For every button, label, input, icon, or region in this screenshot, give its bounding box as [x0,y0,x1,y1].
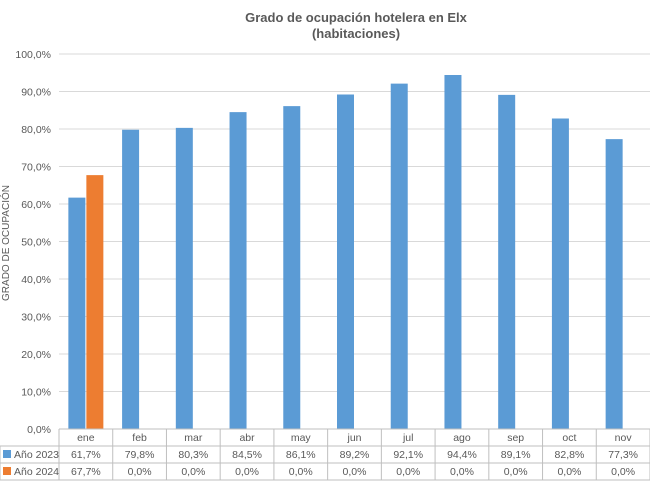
bar-ao-2023-abr [229,112,247,429]
y-tick-label: 70,0% [21,162,51,174]
data-label: 61,7% [71,449,101,461]
y-axis-ticks: 0,0% 10,0% 20,0% 30,0% 40,0% 50,0% 60,0% 70,0% 8… [15,49,51,436]
x-tick-label: mar [184,432,203,444]
x-tick-label: ene [77,432,95,444]
data-label: 92,1% [393,449,423,461]
bar-ao-2023-may [283,106,301,429]
x-tick-label: nov [615,432,633,444]
bar-ao-2023-jul [390,83,408,429]
legend-swatch [3,467,11,475]
data-label: 0,0% [611,466,635,478]
data-label: 79,8% [125,449,155,461]
data-label: 77,3% [608,449,638,461]
y-tick-label: 80,0% [21,124,51,136]
data-label: 0,0% [343,466,367,478]
data-label: 0,0% [289,466,313,478]
data-label: 84,5% [232,449,262,461]
x-tick-label: abr [239,432,255,444]
y-tick-label: 0,0% [27,424,51,436]
data-label: 67,7% [71,466,101,478]
bar-ao-2023-jun [337,94,354,429]
x-tick-label: jun [346,432,361,444]
x-tick-label: jul [402,432,414,444]
y-tick-label: 100,0% [15,49,51,61]
chart-title: Grado de ocupación hotelera en Elx [245,10,468,25]
data-label: 0,0% [504,466,528,478]
data-label: 82,8% [555,449,585,461]
legend-entry: Año 2023 [14,449,59,461]
bar-ao-2023-mar [175,127,193,429]
y-axis-label: GRADO DE OCUPACIÓN [0,185,12,301]
y-tick-label: 30,0% [21,312,51,324]
bar-ao-2023-oct [551,118,569,429]
legend-entry: Año 2024 [14,466,59,478]
bar-ao-2023-ago [444,75,462,429]
bar-ao-2023-ene [68,197,86,429]
y-tick-label: 50,0% [21,237,51,249]
x-tick-label: may [291,432,312,444]
data-label: 80,3% [178,449,208,461]
y-tick-label: 10,0% [21,387,51,399]
data-label: 86,1% [286,449,316,461]
legend-swatch [3,450,11,458]
x-tick-label: feb [132,432,147,444]
chart-subtitle: (habitaciones) [312,26,400,41]
bars [68,75,623,429]
x-tick-label: oct [562,432,576,444]
y-tick-label: 20,0% [21,349,51,361]
y-tick-label: 60,0% [21,199,51,211]
x-tick-label: sep [507,432,524,444]
bar-ao-2023-sep [498,94,516,429]
data-label: 0,0% [396,466,420,478]
data-label: 89,2% [340,449,370,461]
x-tick-label: ago [453,432,471,444]
data-label: 0,0% [450,466,474,478]
data-label: 0,0% [235,466,259,478]
data-label: 89,1% [501,449,531,461]
bar-ao-2024-ene [86,175,104,429]
bar-ao-2023-nov [605,139,623,429]
y-tick-label: 40,0% [21,274,51,286]
gridlines [59,53,650,430]
y-tick-label: 90,0% [21,87,51,99]
data-label: 0,0% [181,466,205,478]
data-label: 94,4% [447,449,477,461]
data-table: ene feb mar abr may jun jul ago sep oct nov Año 202… [0,428,650,481]
bar-ao-2023-feb [122,129,140,429]
data-label: 0,0% [557,466,581,478]
data-label: 0,0% [128,466,152,478]
